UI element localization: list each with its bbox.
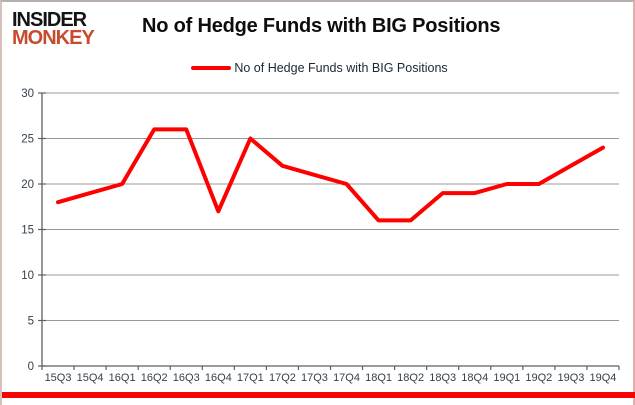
x-tick-label: 19Q1 [493,372,520,384]
x-tick-label: 17Q1 [237,372,264,384]
logo-word-monkey: MONKEY [12,27,95,50]
y-tick-label: 5 [28,316,34,328]
x-tick-label: 16Q3 [173,372,200,384]
y-tick-label: 15 [21,225,34,237]
x-tick-label: 16Q1 [109,372,136,384]
x-tick-label: 18Q1 [365,372,392,384]
x-tick-label: 17Q3 [301,372,328,384]
y-tick-label: 30 [21,88,34,100]
x-tick-label: 19Q3 [557,372,584,384]
legend: No of Hedge Funds with BIG Positions [2,61,635,75]
x-tick-label: 15Q4 [77,372,104,384]
y-tick-label: 10 [21,270,34,282]
x-tick-label: 19Q4 [590,372,617,384]
series-line [56,127,605,223]
logo-word-insider: INSIDER [12,9,87,31]
x-tick-label: 16Q2 [141,372,168,384]
x-tick-label: 16Q4 [205,372,232,384]
insider-monkey-logo: INSIDER MONKEY [12,9,95,50]
x-tick-label: 19Q2 [525,372,552,384]
line-chart-svg: 0 5 10 15 20 25 30 15Q3 15Q4 16Q1 16Q2 16Q3 16Q4 17Q1… [21,88,620,384]
plot-area: 0 5 10 15 20 25 30 15Q3 15Q4 16Q1 16Q2 16Q3 16Q4 17Q1… [2,82,635,394]
bottom-red-bar [2,392,635,398]
x-tick-label: 17Q2 [269,372,296,384]
chart-title: No of Hedge Funds with BIG Positions [142,15,501,37]
x-tick-label: 15Q3 [45,372,72,384]
x-tick-label: 18Q3 [429,372,456,384]
y-tick-label: 0 [28,361,34,373]
legend-label: No of Hedge Funds with BIG Positions [234,61,448,75]
x-tick-label: 18Q4 [461,372,488,384]
x-tick-label: 18Q2 [397,372,424,384]
legend-line-swatch [191,66,232,70]
y-tick-label: 20 [21,179,34,191]
x-tick-label: 17Q4 [333,372,360,384]
y-tick-label: 25 [21,134,34,146]
